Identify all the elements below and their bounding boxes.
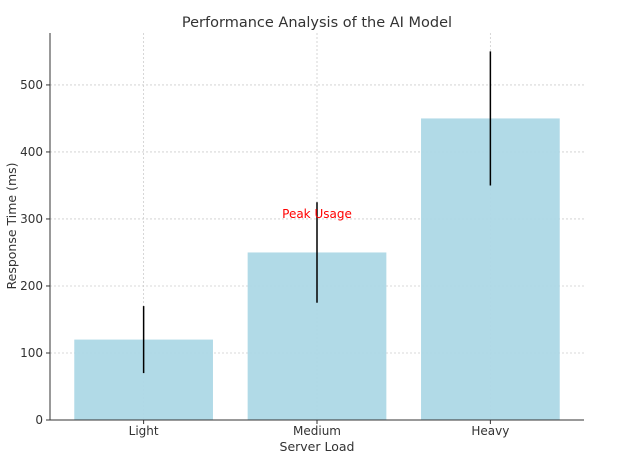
- y-tick-label: 500: [20, 78, 43, 92]
- chart-title: Performance Analysis of the AI Model: [182, 15, 452, 31]
- x-axis-label: Server Load: [280, 439, 355, 454]
- y-tick-label: 200: [20, 279, 43, 293]
- x-tick-label: Light: [129, 424, 159, 438]
- y-axis-label: Response Time (ms): [4, 162, 19, 289]
- y-tick-label: 400: [20, 145, 43, 159]
- x-tick-label: Heavy: [471, 424, 509, 438]
- y-tick-label: 300: [20, 212, 43, 226]
- x-tick-label: Medium: [293, 424, 341, 438]
- y-tick-label: 0: [35, 413, 43, 427]
- annotation-peak-usage: Peak Usage: [282, 207, 352, 221]
- y-tick-label: 100: [20, 346, 43, 360]
